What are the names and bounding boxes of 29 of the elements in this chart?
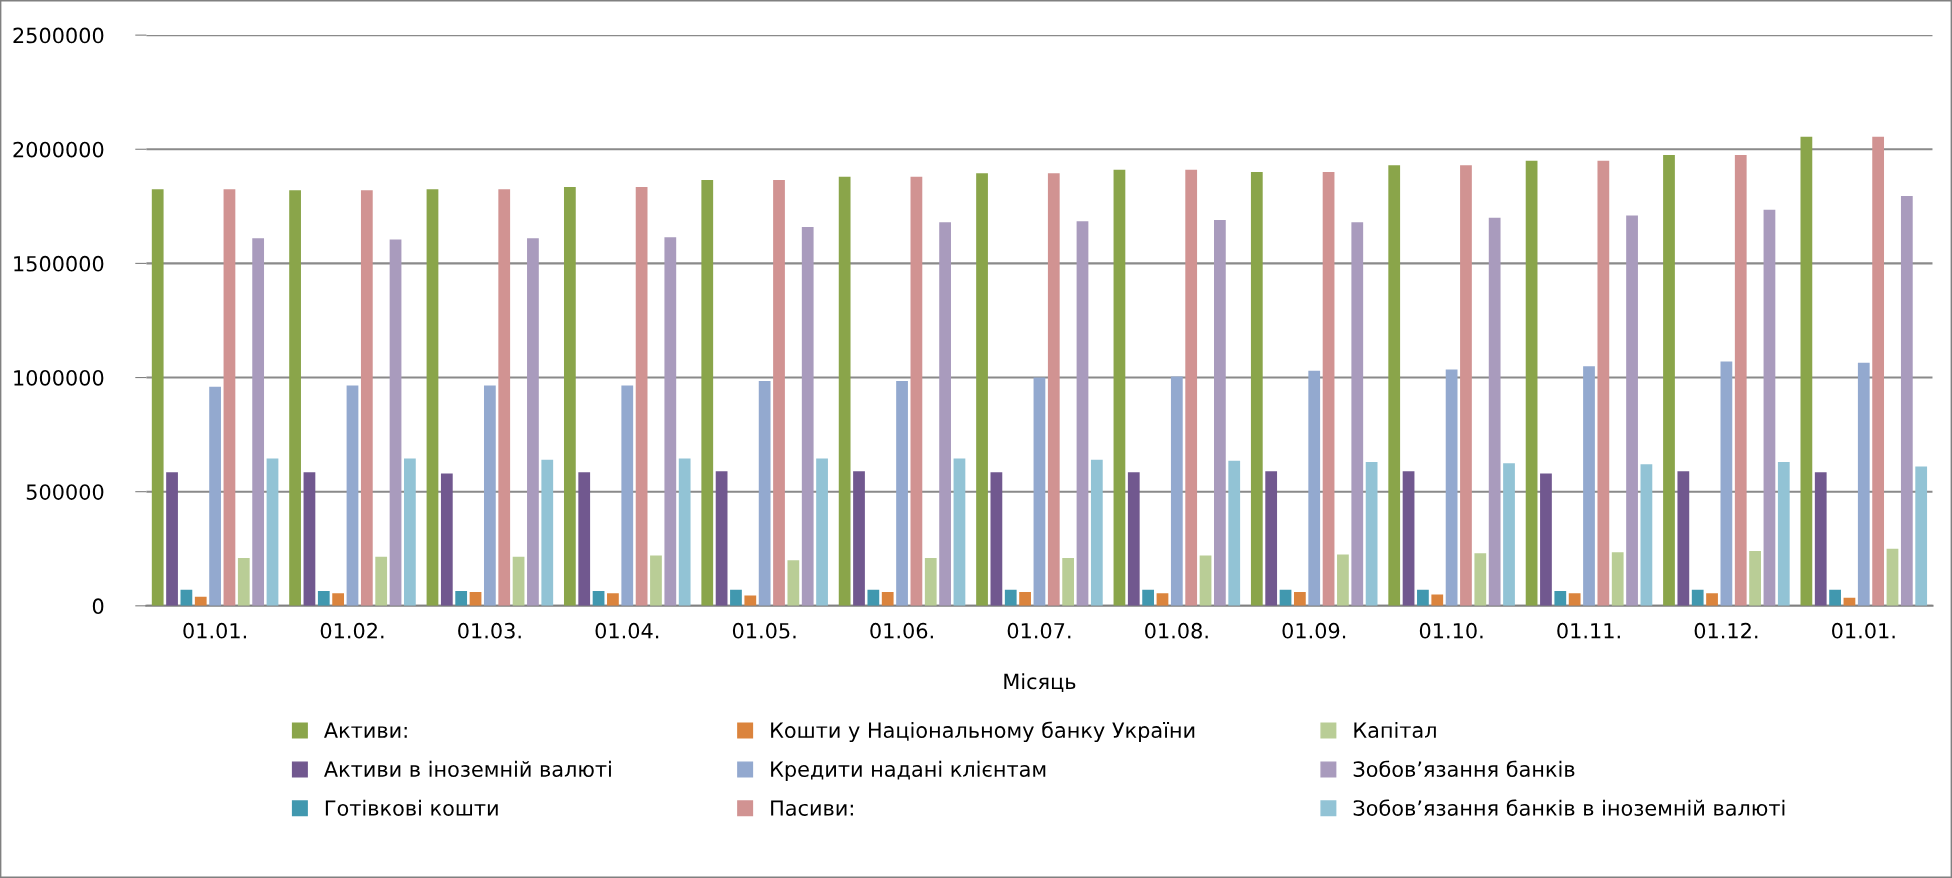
legend-label: Зобов’язання банків в іноземній валюті xyxy=(1353,799,1785,816)
x-tick-label: 01.05. xyxy=(732,622,796,639)
x-tick-label: 01.02. xyxy=(320,622,384,639)
x-tick-label: 01.01. xyxy=(183,622,246,639)
x-axis-title: Місяць xyxy=(1004,673,1076,692)
legend-label: Капітал xyxy=(1354,721,1436,739)
y-tick-label: 2500000 xyxy=(13,27,104,44)
x-tick-label: 01.10. xyxy=(1419,622,1483,639)
y-tick-label: 2000000 xyxy=(13,141,104,158)
legend-label: Пасиви: xyxy=(771,800,853,816)
x-tick-label: 01.01. xyxy=(1832,622,1895,639)
x-tick-label: 01.09. xyxy=(1282,622,1346,639)
y-tick-label: 0 xyxy=(92,598,104,615)
x-tick-label: 01.03. xyxy=(458,622,521,639)
y-tick-label: 500000 xyxy=(26,484,104,500)
x-tick-label: 01.07. xyxy=(1007,622,1071,639)
x-tick-label: 01.12. xyxy=(1694,622,1758,639)
y-tick-label: 1500000 xyxy=(14,255,104,272)
x-tick-label: 01.08. xyxy=(1145,622,1208,639)
x-tick-label: 01.06. xyxy=(870,622,933,639)
legend-label: Готівкові кошти xyxy=(325,799,498,816)
legend-label: Зобов’язання банків xyxy=(1353,760,1575,777)
legend-label: Кошти у Національному банку України xyxy=(771,721,1195,743)
x-tick-label: 01.11. xyxy=(1557,622,1620,639)
x-tick-label: 01.04. xyxy=(595,622,659,639)
y-tick-label: 1000000 xyxy=(14,369,104,386)
legend-label: Активи: xyxy=(324,722,407,738)
legend-label: Активи в іноземній валюті xyxy=(324,760,611,777)
legend-label: Кредити надані клієнтам xyxy=(771,760,1046,782)
